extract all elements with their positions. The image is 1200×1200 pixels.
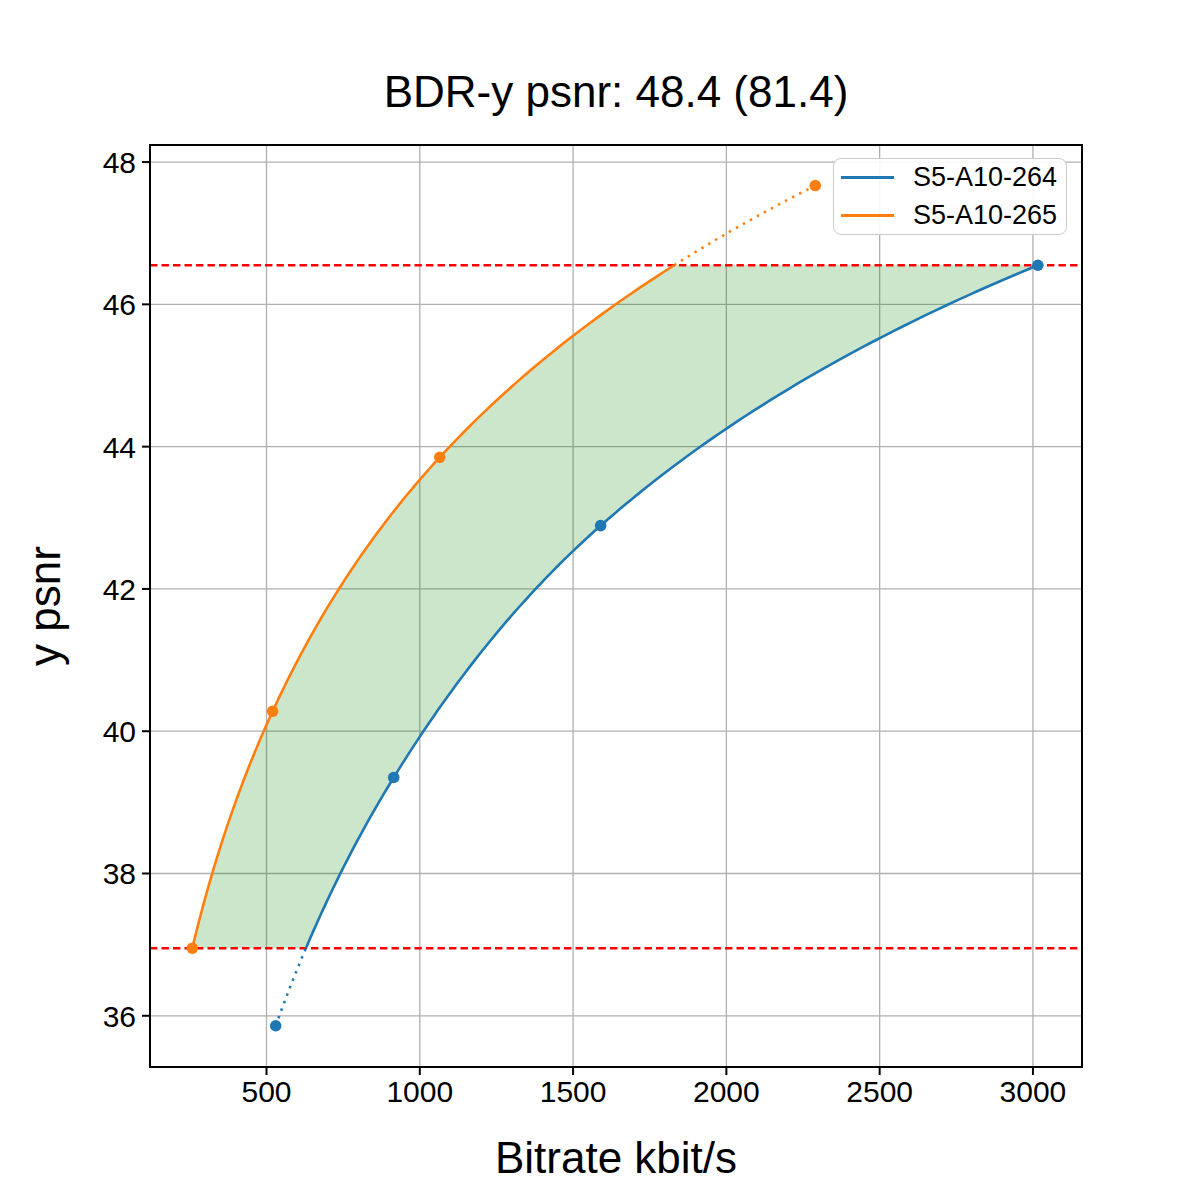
series-extrapolation-S5-A10-265 (674, 186, 815, 266)
legend-line-sample (841, 214, 894, 217)
data-point-S5-A10-264 (388, 772, 400, 784)
x-tick-label: 2500 (846, 1075, 913, 1108)
data-point-S5-A10-265 (267, 705, 279, 717)
data-point-S5-A10-265 (434, 452, 446, 464)
x-tick-label: 2000 (693, 1075, 760, 1108)
legend-label: S5-A10-265 (913, 202, 1057, 229)
legend-line-sample (841, 176, 894, 179)
series-extrapolation-S5-A10-264 (276, 948, 306, 1026)
figure: 500 1000 1500 2000 2500 3000 36 38 40 42 44 46 48 BD… (0, 0, 1200, 1200)
x-axis-label: Bitrate kbit/s (495, 1136, 737, 1180)
y-tick-label: 44 (103, 431, 136, 464)
data-point-S5-A10-264 (270, 1020, 282, 1032)
y-axis-label: y psnr (23, 546, 67, 666)
y-tick-label: 36 (103, 1000, 136, 1033)
x-tick-label: 1000 (386, 1075, 453, 1108)
chart-title: BDR-y psnr: 48.4 (81.4) (384, 70, 849, 114)
y-tick-label: 40 (103, 715, 136, 748)
bd-fill-area (192, 265, 1038, 948)
legend: S5-A10-264 S5-A10-265 (833, 158, 1067, 235)
data-point-S5-A10-265 (187, 942, 199, 954)
y-tick-label: 48 (103, 146, 136, 179)
y-tick-label: 38 (103, 857, 136, 890)
data-point-S5-A10-264 (595, 520, 607, 532)
x-tick-label: 3000 (1000, 1075, 1067, 1108)
x-tick-label: 1500 (540, 1075, 607, 1108)
legend-item: S5-A10-264 (841, 164, 1066, 191)
x-tick-label: 500 (241, 1075, 291, 1108)
data-point-S5-A10-265 (809, 180, 821, 192)
legend-label: S5-A10-264 (913, 164, 1057, 191)
y-tick-label: 46 (103, 288, 136, 321)
data-point-S5-A10-264 (1032, 259, 1044, 271)
y-tick-label: 42 (103, 573, 136, 606)
legend-item: S5-A10-265 (841, 202, 1066, 229)
